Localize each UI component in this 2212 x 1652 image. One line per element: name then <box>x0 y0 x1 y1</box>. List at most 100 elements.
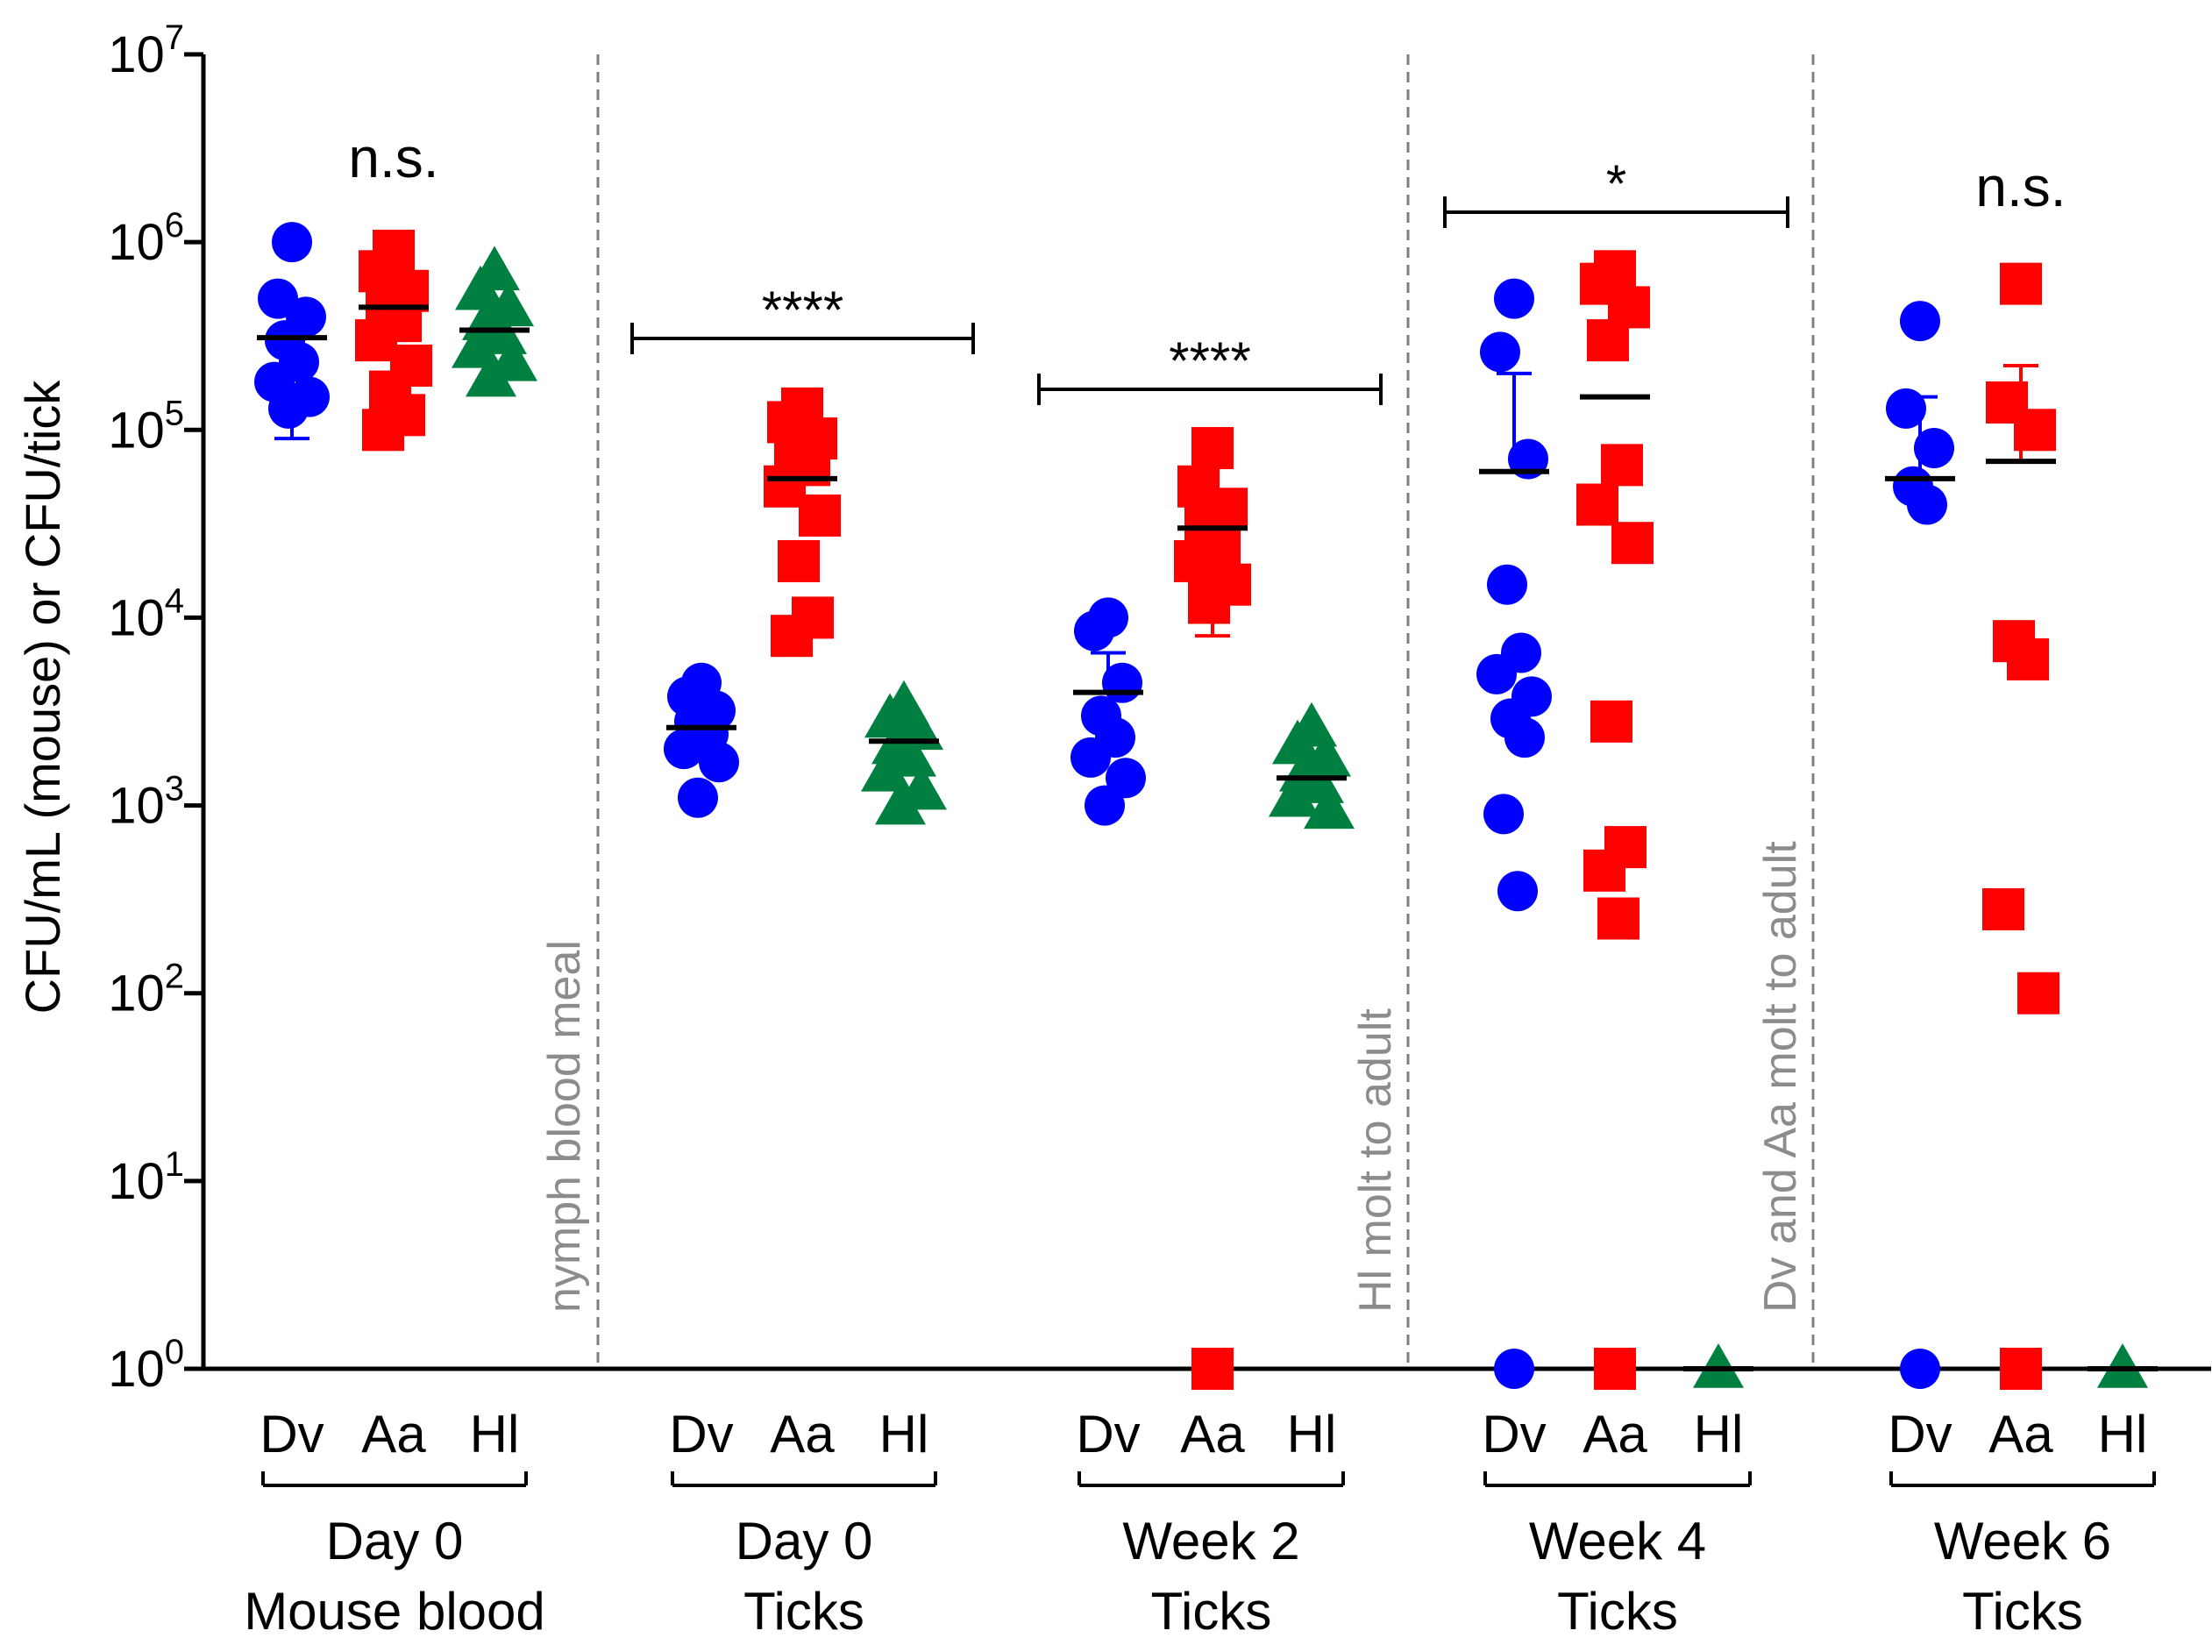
g2-dv-point <box>664 729 704 770</box>
period-annotations: nymph blood meal Hl molt to adult Dv and A… <box>539 841 1806 1313</box>
g4-dv-point <box>1494 1349 1534 1389</box>
g4-dv-point <box>1497 871 1538 912</box>
y-ticks: 100 101 102 103 104 105 106 107 <box>108 18 203 1398</box>
category-label-hl: Hl <box>879 1405 929 1463</box>
y-tick-label: 103 <box>108 770 184 835</box>
period-dividers <box>596 54 1815 1369</box>
g3-dv-point <box>1102 662 1142 703</box>
g5-aa-point <box>2017 972 2059 1015</box>
significance-label-1: n.s. <box>348 126 438 189</box>
g4-aa-point <box>1576 483 1618 526</box>
g4-aa-point <box>1587 319 1629 362</box>
g4-dv-point <box>1487 564 1527 605</box>
g3-hl-point <box>1272 719 1323 765</box>
axes <box>201 54 2211 1371</box>
y-tick-label: 101 <box>108 1145 184 1210</box>
period-annotation-3: Dv and Aa molt to adult <box>1755 841 1806 1313</box>
g4-dv-point <box>1504 717 1545 758</box>
group-label-2-line1: Day 0 <box>736 1512 873 1570</box>
significance-label-2: **** <box>762 281 843 339</box>
g2-hl-point <box>864 693 915 738</box>
category-label-dv: Dv <box>260 1405 324 1463</box>
g3-hl-point <box>1304 784 1355 830</box>
g4-dv-point <box>1480 331 1520 373</box>
g1-dv-point <box>268 388 309 429</box>
g4-dv-point <box>1476 653 1517 694</box>
g3-aa-point <box>1191 1348 1234 1390</box>
g3-dv-point <box>1106 758 1146 799</box>
category-label-hl: Hl <box>1694 1405 1744 1463</box>
g4-aa-point <box>1597 897 1639 940</box>
g5-dv-point <box>1914 428 1954 469</box>
g4-aa-point <box>1611 522 1654 565</box>
y-tick-label: 107 <box>108 18 184 83</box>
g4-aa-point <box>1594 1348 1636 1390</box>
g5-aa-point <box>2014 409 2056 452</box>
g3-dv-point <box>1074 610 1114 652</box>
significance-label-3: **** <box>1169 331 1250 390</box>
category-label-hl: Hl <box>470 1405 520 1463</box>
g3-aa-point <box>1191 427 1234 470</box>
significance-annotations: n.s.********* n.s. <box>348 126 2066 405</box>
g2-hl-point <box>861 746 912 792</box>
g1-aa-point <box>362 409 404 452</box>
g4-aa-point <box>1590 700 1632 743</box>
category-label-aa: Aa <box>1988 1405 2053 1463</box>
g5-aa-point <box>2000 262 2042 305</box>
group-label-3-line2: Ticks <box>1151 1582 1272 1641</box>
period-annotation-1: nymph blood meal <box>539 940 590 1313</box>
category-label-dv: Dv <box>669 1405 733 1463</box>
g2-hl-point <box>886 731 936 777</box>
significance-label-5: n.s. <box>1975 155 2066 218</box>
category-label-dv: Dv <box>1482 1405 1546 1463</box>
g2-hl-point <box>875 780 926 825</box>
g3-dv-point <box>1070 737 1111 778</box>
y-tick-label: 100 <box>108 1333 184 1398</box>
category-label-hl: Hl <box>1287 1405 1337 1463</box>
data-points <box>254 222 2148 1390</box>
g2-aa-point <box>778 539 820 582</box>
g5-dv-point <box>1907 484 1947 525</box>
g1-hl-point <box>455 265 506 310</box>
g4-dv-point <box>1494 278 1534 319</box>
g2-dv-point <box>699 742 739 783</box>
group-label-1-line2: Mouse blood <box>244 1582 545 1641</box>
category-label-dv: Dv <box>1888 1405 1952 1463</box>
group-label-4-line1: Week 4 <box>1529 1512 1706 1570</box>
g4-aa-point <box>1583 849 1625 892</box>
group-label-3-line1: Week 2 <box>1122 1512 1299 1570</box>
group-label-2-line2: Ticks <box>743 1582 864 1641</box>
significance-label-4: * <box>1606 154 1626 213</box>
category-label-aa: Aa <box>770 1405 835 1463</box>
category-label-hl: Hl <box>2098 1405 2148 1463</box>
g4-dv-point <box>1483 794 1524 835</box>
group-label-1-line1: Day 0 <box>326 1512 464 1570</box>
group-label-4-line2: Ticks <box>1557 1582 1678 1641</box>
category-label-aa: Aa <box>1180 1405 1245 1463</box>
mean-lines <box>257 304 2158 1371</box>
group-label-5-line1: Week 6 <box>1934 1512 2111 1570</box>
period-annotation-2: Hl molt to adult <box>1350 1008 1401 1313</box>
y-tick-label: 106 <box>108 206 184 271</box>
g5-hl-point <box>2097 1343 2148 1388</box>
y-axis-label: CFU/mL (mouse) or CFU/tick <box>15 380 70 1015</box>
category-label-aa: Aa <box>361 1405 426 1463</box>
g5-aa-point <box>2000 1348 2042 1390</box>
y-tick-label: 105 <box>108 394 184 459</box>
g3-dv-point <box>1085 785 1125 826</box>
y-tick-label: 104 <box>108 581 184 646</box>
g4-hl-point <box>1693 1343 1744 1388</box>
g5-dv-point <box>1900 301 1940 342</box>
g1-hl-point <box>466 352 516 397</box>
g1-dv-point <box>272 222 312 263</box>
g5-dv-point <box>1886 388 1926 429</box>
y-tick-label: 102 <box>108 958 184 1022</box>
g2-aa-point <box>771 615 813 658</box>
g4-aa-point <box>1601 444 1643 487</box>
group-label-5-line2: Ticks <box>1962 1582 2083 1641</box>
g2-aa-point <box>799 494 841 537</box>
g5-aa-point <box>2007 637 2049 680</box>
g3-hl-point <box>1269 772 1319 817</box>
